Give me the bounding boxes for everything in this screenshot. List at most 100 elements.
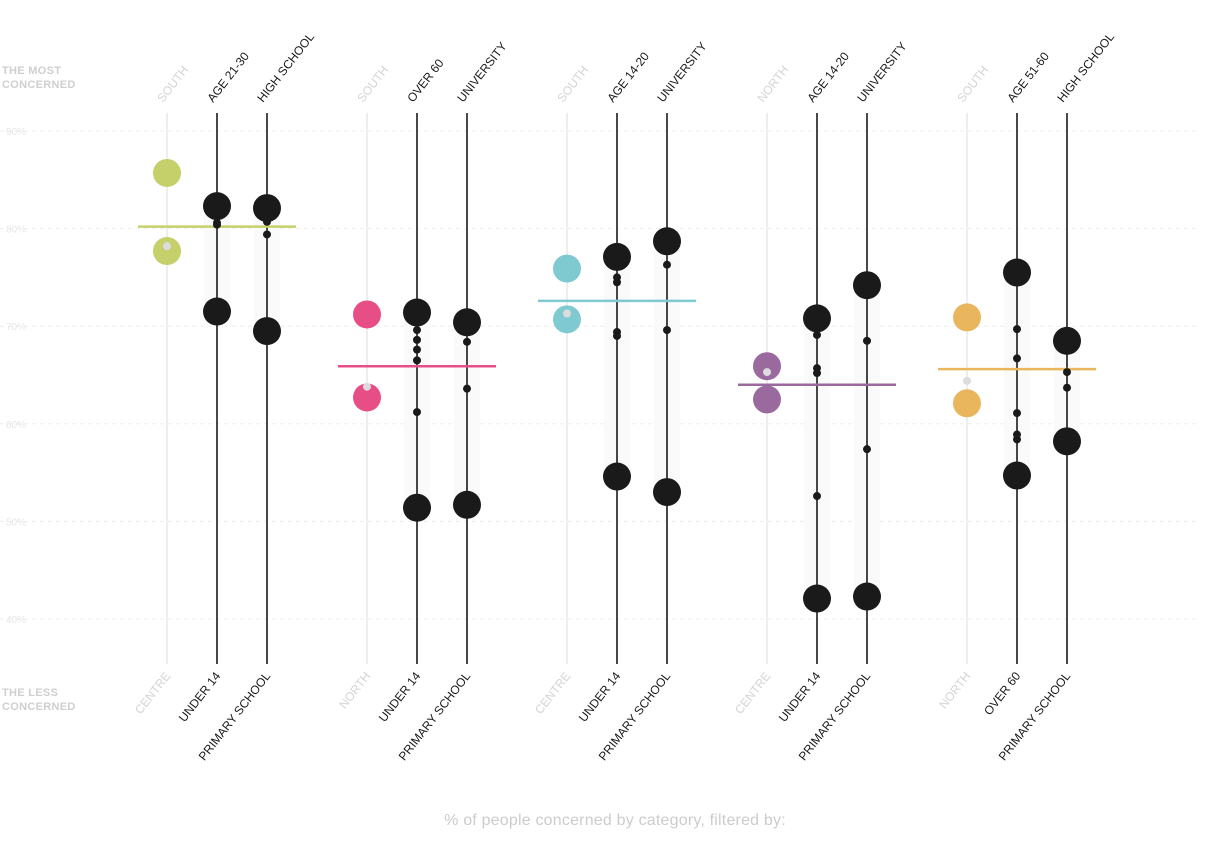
small-dot (863, 336, 871, 345)
column-top-label: UNIVERSITY (654, 39, 709, 104)
small-dot (863, 445, 871, 454)
small-dot (413, 408, 421, 417)
small-dot (1013, 435, 1021, 444)
small-dot (613, 331, 621, 340)
column-top-label: SOUTH (154, 63, 191, 105)
column-bottom-label: NORTH (936, 669, 973, 711)
column-top-label: OVER 60 (404, 56, 446, 105)
big-dot-top (753, 352, 781, 381)
y-tick-label: 70% (6, 322, 26, 333)
grid-lines: 40% 50% 60% 70% 80% 90% (0, 127, 1200, 626)
big-dot-bottom (1053, 427, 1081, 456)
small-dot (213, 220, 221, 229)
column-top-label: SOUTH (554, 63, 591, 105)
big-dot-bottom (353, 383, 381, 412)
column-bottom-label: UNDER 14 (776, 669, 824, 725)
big-dot-bottom (753, 385, 781, 414)
small-dot (363, 382, 371, 391)
column-bottom-label: CENTRE (732, 669, 773, 717)
big-dot-bottom (253, 317, 281, 346)
column-top-label: UNIVERSITY (854, 39, 909, 104)
small-dot (1013, 354, 1021, 363)
column-top-label: AGE 14-20 (604, 49, 652, 105)
column-top-label: AGE 51-60 (1004, 49, 1052, 105)
small-dot (163, 242, 171, 251)
y-tick-label: 80% (6, 225, 26, 236)
small-dot (813, 330, 821, 339)
y-tick-label: 90% (6, 127, 26, 138)
column-bottom-label: NORTH (336, 669, 373, 711)
y-tick-label: 40% (6, 615, 26, 626)
column-top-label: HIGH SCHOOL (1054, 30, 1117, 105)
small-dot (613, 278, 621, 287)
column-top-label: UNIVERSITY (454, 39, 509, 104)
less-concerned-line-1: THE LESS (2, 687, 59, 699)
big-dot-top (403, 298, 431, 327)
big-dot-top (653, 227, 681, 256)
small-dot (413, 335, 421, 344)
chart-columns (166, 113, 1080, 664)
big-dot-top (853, 271, 881, 300)
big-dot-top (603, 242, 631, 271)
big-dot-top (953, 303, 981, 332)
column-top-label: SOUTH (954, 63, 991, 105)
less-concerned-line-2: CONCERNED (2, 701, 76, 713)
small-dot (963, 376, 971, 385)
big-dot-bottom (403, 493, 431, 522)
column-top-label: AGE 21-30 (204, 49, 252, 105)
small-dot (263, 217, 271, 226)
most-concerned-line-1: THE MOST (2, 65, 62, 77)
small-dot (413, 345, 421, 354)
big-dot-bottom (1003, 461, 1031, 490)
most-concerned-label: THE MOST CONCERNED (2, 64, 76, 92)
big-dot-bottom (653, 478, 681, 507)
big-dot-bottom (153, 237, 181, 266)
column-top-label: SOUTH (354, 63, 391, 105)
column-bottom-label: CENTRE (532, 669, 573, 717)
big-dot-top (1053, 326, 1081, 355)
column-bottom-label: CENTRE (132, 669, 173, 717)
column-bottom-label: UNDER 14 (576, 669, 624, 725)
big-dot-bottom (453, 490, 481, 519)
small-dot (1063, 383, 1071, 392)
column-top-label: AGE 14-20 (804, 49, 852, 105)
small-dot (263, 230, 271, 239)
most-concerned-line-2: CONCERNED (2, 79, 76, 91)
small-dot (463, 337, 471, 346)
big-dot-bottom (553, 305, 581, 334)
small-dot (813, 492, 821, 501)
y-tick-label: 60% (6, 420, 26, 431)
big-dot-bottom (803, 584, 831, 613)
column-bottom-label: UNDER 14 (176, 669, 224, 725)
column-top-label: NORTH (754, 63, 791, 105)
big-dot-top (153, 158, 181, 187)
big-dot-top (553, 254, 581, 283)
small-dot (463, 384, 471, 393)
small-dot (413, 326, 421, 335)
y-tick-label: 50% (6, 517, 26, 528)
big-dot-top (1003, 258, 1031, 287)
small-dot (563, 309, 571, 318)
column-top-label: HIGH SCHOOL (254, 30, 317, 105)
small-dot (1013, 325, 1021, 334)
chart-dots (153, 158, 1081, 613)
big-dot-bottom (953, 389, 981, 418)
big-dot-bottom (203, 297, 231, 326)
big-dot-top (203, 192, 231, 221)
small-dot (1013, 409, 1021, 418)
big-dot-top (253, 194, 281, 223)
column-bottom-label: OVER 60 (981, 669, 1023, 718)
small-dot (413, 356, 421, 365)
small-dot (663, 326, 671, 335)
big-dot-top (453, 308, 481, 337)
column-bottom-label: UNDER 14 (376, 669, 424, 725)
small-dot (663, 260, 671, 269)
less-concerned-label: THE LESS CONCERNED (2, 686, 76, 714)
small-dot (763, 368, 771, 377)
small-dot (1063, 368, 1071, 377)
small-dot (813, 320, 821, 329)
chart-caption: % of people concerned by category, filte… (444, 812, 786, 829)
big-dot-bottom (603, 462, 631, 491)
big-dot-bottom (853, 582, 881, 611)
